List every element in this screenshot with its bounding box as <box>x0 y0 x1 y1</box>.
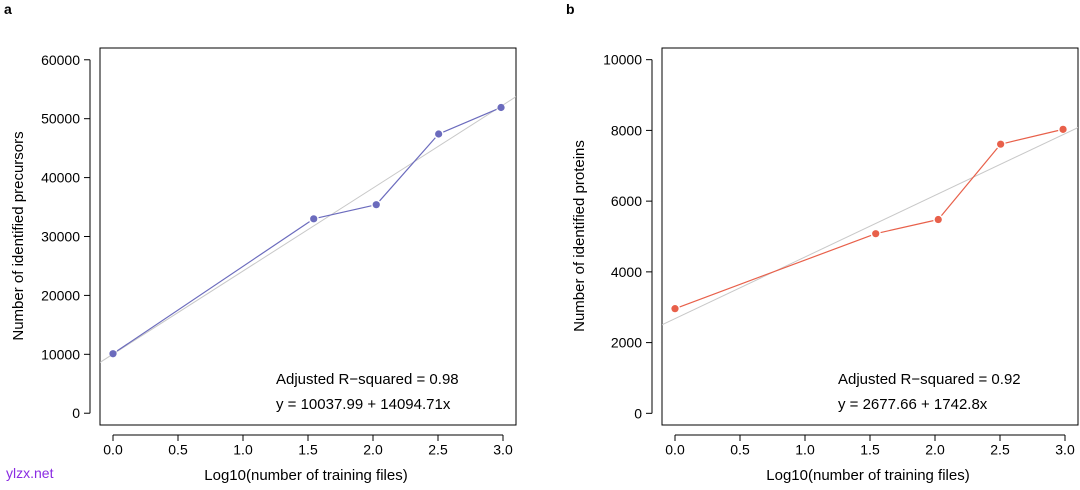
x-tick-label: 1.5 <box>860 441 880 457</box>
panel-b-label: b <box>566 1 575 17</box>
y-tick-label: 8000 <box>611 122 642 138</box>
data-point <box>435 130 443 138</box>
y-tick-label: 60000 <box>41 52 80 68</box>
panel-b-r-squared: Adjusted R−squared = 0.92 <box>838 371 1021 388</box>
x-tick-label: 0.0 <box>665 441 685 457</box>
regression-line <box>100 96 516 363</box>
data-point <box>372 201 380 209</box>
x-tick-label: 2.0 <box>925 441 945 457</box>
panel-a-r-squared: Adjusted R−squared = 0.98 <box>276 371 459 388</box>
panel-b-equation: y = 2677.66 + 1742.8x <box>838 396 988 413</box>
x-tick-label: 0.0 <box>103 441 123 457</box>
series-segment <box>880 220 934 234</box>
panel-a-label: a <box>4 1 12 17</box>
data-point <box>671 305 679 313</box>
x-tick-label: 0.5 <box>730 441 750 457</box>
data-point <box>997 140 1005 148</box>
x-tick-label: 3.0 <box>493 441 513 457</box>
panel-a-equation: y = 10037.99 + 14094.71x <box>276 396 451 413</box>
y-tick-label: 10000 <box>41 346 80 362</box>
x-tick-label: 2.5 <box>428 441 448 457</box>
x-tick-label: 3.0 <box>1055 441 1075 457</box>
y-tick-label: 6000 <box>611 193 642 209</box>
x-tick-label: 2.0 <box>363 441 383 457</box>
y-tick-label: 30000 <box>41 229 80 245</box>
series-segment <box>116 221 310 352</box>
y-tick-label: 40000 <box>41 170 80 186</box>
series-segment <box>318 205 372 219</box>
y-tick-label: 20000 <box>41 287 80 303</box>
y-tick-label: 2000 <box>611 335 642 351</box>
panel-a-y-axis-title: Number of identified precursors <box>10 131 27 340</box>
data-point <box>934 215 942 224</box>
series-segment <box>379 137 436 202</box>
x-tick-label: 1.0 <box>233 441 253 457</box>
y-tick-label: 4000 <box>611 264 642 280</box>
data-point <box>310 215 318 223</box>
panel-b: b 0.0 0.5 1.0 1.5 2.0 2.5 3.0 0 2000 4000 6000 800… <box>566 1 1079 484</box>
data-point <box>872 230 880 238</box>
y-tick-label: 50000 <box>41 111 80 127</box>
data-point <box>1059 125 1067 133</box>
panel-b-y-axis-title: Number of identified proteins <box>571 140 588 332</box>
x-tick-label: 0.5 <box>168 441 188 457</box>
panel-a-plot-frame <box>99 47 517 426</box>
panel-b-x-axis-title: Log10(number of training files) <box>766 467 969 484</box>
series-segment <box>1005 129 1059 144</box>
panel-a: a 0.0 0.5 1.0 1.5 2.0 2.5 3.0 0 10000 20000 30000… <box>4 1 517 484</box>
x-tick-label: 1.0 <box>795 441 815 457</box>
y-tick-label: 0 <box>72 405 80 421</box>
series-segment <box>940 147 998 217</box>
y-tick-label: 10000 <box>603 52 642 68</box>
series-segment <box>679 234 872 308</box>
panel-a-x-axis-title: Log10(number of training files) <box>204 467 407 484</box>
watermark: ylzx.net <box>6 465 54 481</box>
x-tick-label: 2.5 <box>990 441 1010 457</box>
panel-b-plot-frame <box>661 47 1079 426</box>
series-segment <box>443 108 497 133</box>
regression-line <box>662 127 1078 326</box>
x-tick-label: 1.5 <box>298 441 318 457</box>
y-tick-label: 0 <box>634 405 642 421</box>
data-point <box>109 350 117 358</box>
data-point <box>497 103 505 112</box>
